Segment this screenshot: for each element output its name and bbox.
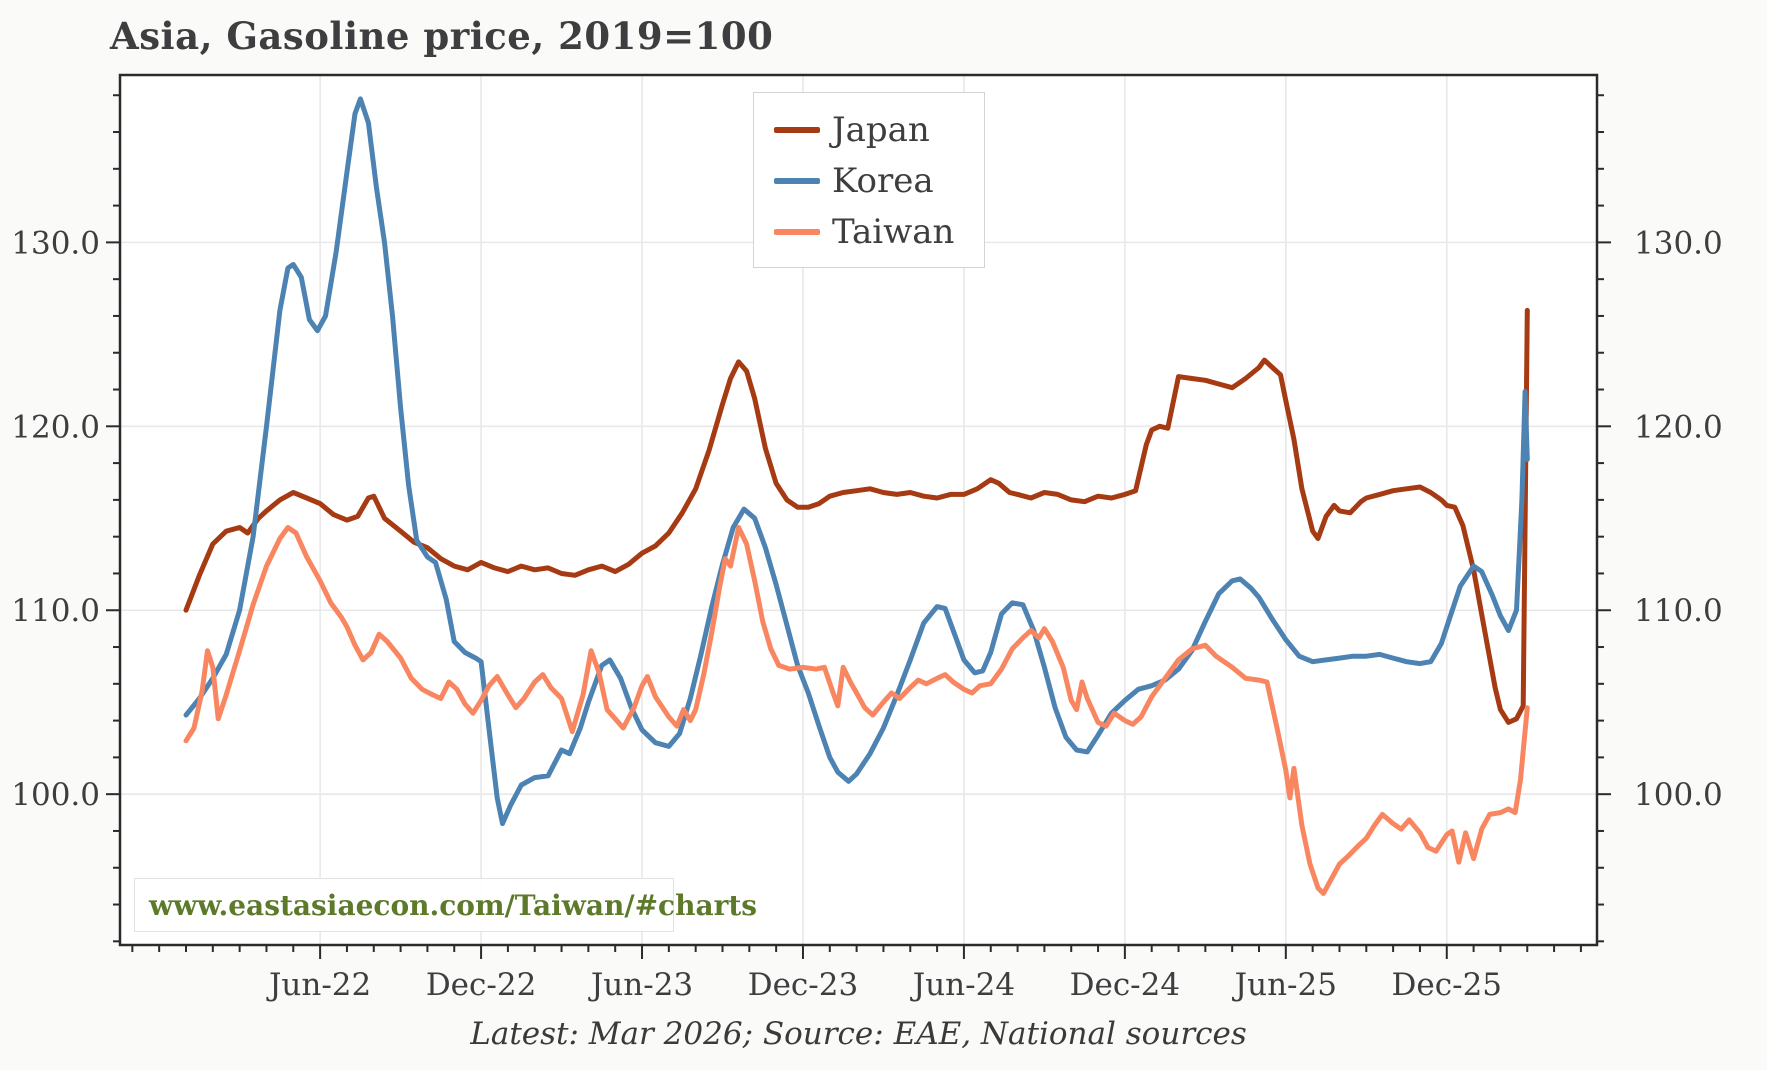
watermark-url: www.eastasiaecon.com/Taiwan/#charts bbox=[149, 888, 758, 922]
japan-line-swatch bbox=[774, 127, 820, 134]
x-tick-label: Dec-22 bbox=[426, 967, 536, 1003]
y-tick-label-right: 100.0 bbox=[1634, 777, 1723, 813]
legend-item-korea: Korea bbox=[774, 156, 966, 207]
legend-item-taiwan: Taiwan bbox=[774, 206, 966, 257]
x-tick-label: Jun-23 bbox=[588, 967, 693, 1003]
x-tick-label: Dec-25 bbox=[1392, 967, 1502, 1003]
series-line-korea bbox=[183, 96, 1530, 827]
y-tick-label-left: 100.0 bbox=[11, 777, 100, 813]
taiwan-line-swatch bbox=[774, 228, 820, 235]
x-tick-label: Dec-23 bbox=[748, 967, 858, 1003]
y-tick-label-left: 110.0 bbox=[11, 593, 100, 629]
x-tick-label: Jun-22 bbox=[266, 967, 371, 1003]
y-tick-label-right: 130.0 bbox=[1634, 225, 1723, 261]
chart-caption: Latest: Mar 2026; Source: EAE, National … bbox=[470, 1016, 1247, 1052]
legend-label-japan: Japan bbox=[832, 110, 930, 151]
watermark: www.eastasiaecon.com/Taiwan/#charts bbox=[134, 878, 757, 932]
korea-line-swatch bbox=[774, 178, 820, 184]
x-tick-label: Dec-24 bbox=[1070, 967, 1180, 1003]
x-tick-label: Jun-25 bbox=[1232, 967, 1337, 1003]
y-tick-label-left: 130.0 bbox=[11, 225, 100, 261]
legend-label-taiwan: Taiwan bbox=[832, 211, 955, 252]
y-tick-label-right: 110.0 bbox=[1634, 593, 1723, 629]
legend-label-korea: Korea bbox=[832, 161, 934, 201]
y-tick-label-left: 120.0 bbox=[11, 409, 100, 445]
legend-item-japan: Japan bbox=[774, 105, 966, 156]
legend: Japan Korea Taiwan bbox=[753, 92, 985, 268]
axis-spines bbox=[118, 73, 1599, 947]
series-line-taiwan bbox=[183, 525, 1530, 896]
x-tick-label: Jun-24 bbox=[910, 967, 1015, 1003]
series-line-japan bbox=[183, 307, 1530, 725]
chart-title: Asia, Gasoline price, 2019=100 bbox=[110, 14, 774, 58]
y-tick-label-right: 120.0 bbox=[1634, 409, 1723, 445]
